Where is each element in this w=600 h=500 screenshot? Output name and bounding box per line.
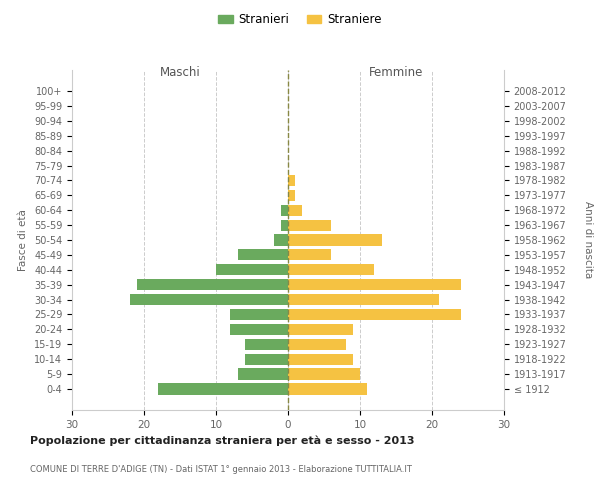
Bar	[288, 175, 295, 186]
Bar	[288, 384, 367, 394]
Bar	[288, 294, 439, 305]
Bar	[281, 204, 288, 216]
Bar	[288, 220, 331, 230]
Y-axis label: Fasce di età: Fasce di età	[19, 209, 28, 271]
Bar	[288, 264, 374, 276]
Text: COMUNE DI TERRE D'ADIGE (TN) - Dati ISTAT 1° gennaio 2013 - Elaborazione TUTTITA: COMUNE DI TERRE D'ADIGE (TN) - Dati ISTA…	[30, 465, 412, 474]
Text: Maschi: Maschi	[160, 66, 200, 79]
Bar	[230, 309, 288, 320]
Bar	[158, 384, 288, 394]
Bar	[288, 338, 346, 350]
Bar	[288, 324, 353, 335]
Bar	[288, 250, 331, 260]
Bar	[288, 190, 295, 201]
Bar	[288, 234, 382, 246]
Bar	[216, 264, 288, 276]
Bar	[288, 309, 461, 320]
Bar	[245, 354, 288, 365]
Bar	[238, 368, 288, 380]
Bar	[245, 338, 288, 350]
Bar	[288, 204, 302, 216]
Bar	[130, 294, 288, 305]
Bar	[238, 250, 288, 260]
Bar	[137, 279, 288, 290]
Bar	[230, 324, 288, 335]
Bar	[281, 220, 288, 230]
Bar	[274, 234, 288, 246]
Bar	[288, 354, 353, 365]
Y-axis label: Anni di nascita: Anni di nascita	[583, 202, 593, 278]
Bar	[288, 368, 360, 380]
Text: Popolazione per cittadinanza straniera per età e sesso - 2013: Popolazione per cittadinanza straniera p…	[30, 435, 415, 446]
Legend: Stranieri, Straniere: Stranieri, Straniere	[214, 8, 386, 31]
Bar	[288, 279, 461, 290]
Text: Femmine: Femmine	[369, 66, 423, 79]
